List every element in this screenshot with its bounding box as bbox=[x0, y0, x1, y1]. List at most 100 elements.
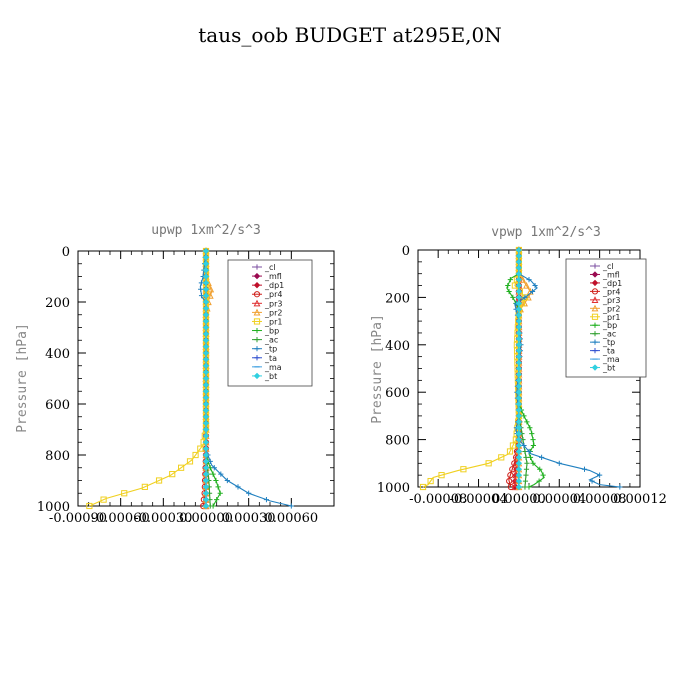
legend-marker bbox=[253, 318, 261, 325]
legend-item: _bp bbox=[252, 327, 279, 336]
y-tick-label: 0 bbox=[62, 245, 70, 260]
data-point bbox=[505, 282, 511, 289]
x-tick-label: 0.00060 bbox=[264, 511, 318, 526]
data-point bbox=[515, 442, 523, 449]
legend-label: _mfl bbox=[264, 272, 282, 281]
legend-item: _ma bbox=[590, 355, 620, 364]
legend-item: _pr4 bbox=[252, 290, 282, 299]
data-point bbox=[522, 294, 528, 300]
data-point bbox=[530, 437, 536, 443]
data-point bbox=[515, 335, 523, 343]
data-point bbox=[86, 502, 93, 510]
plot-area: -0.00090-0.00060-0.000300.000000.000300.… bbox=[37, 245, 335, 526]
data-point bbox=[523, 454, 529, 460]
legend-item: _tp bbox=[590, 338, 615, 347]
data-point bbox=[556, 460, 562, 466]
legend-marker bbox=[253, 272, 261, 280]
data-point bbox=[192, 451, 199, 459]
legend-marker bbox=[591, 304, 599, 312]
legend-label: _dp1 bbox=[264, 281, 284, 290]
legend-marker bbox=[591, 296, 599, 303]
data-point bbox=[527, 454, 534, 460]
x-tick-label: 0.00000 bbox=[179, 511, 233, 526]
data-point bbox=[515, 466, 523, 473]
data-point bbox=[526, 277, 532, 283]
legend-item: _bt bbox=[252, 372, 277, 381]
legend-marker bbox=[592, 339, 598, 345]
legend-label: _pr4 bbox=[602, 287, 620, 296]
data-point bbox=[186, 458, 194, 465]
data-point bbox=[202, 279, 210, 287]
legend-marker bbox=[591, 288, 599, 295]
legend-box bbox=[565, 258, 647, 378]
legend-label: _pr3 bbox=[602, 296, 620, 305]
data-point bbox=[509, 442, 517, 449]
data-point bbox=[515, 246, 523, 254]
series-pr1 bbox=[419, 246, 529, 491]
data-point bbox=[515, 477, 523, 485]
data-point bbox=[515, 406, 523, 414]
series-pr1 bbox=[86, 247, 210, 510]
legend-marker bbox=[253, 372, 261, 380]
legend-label: _pr2 bbox=[264, 308, 282, 317]
data-point bbox=[218, 471, 224, 477]
legend-marker bbox=[253, 281, 261, 289]
data-point bbox=[214, 497, 220, 503]
data-point bbox=[515, 306, 523, 313]
data-point bbox=[202, 458, 210, 465]
legend-item: _cl bbox=[590, 262, 614, 271]
data-point bbox=[215, 484, 221, 490]
data-point bbox=[202, 330, 210, 338]
legend-label: _bp bbox=[602, 321, 617, 330]
data-point bbox=[515, 270, 523, 277]
data-point bbox=[515, 282, 523, 289]
data-point bbox=[202, 368, 210, 376]
y-tick-label: 1000 bbox=[377, 481, 410, 496]
x-tick-label: -0.00004 bbox=[449, 492, 507, 507]
legend: _cl_mfl_dp1_pr4_pr3_pr2_pr1_bp_ac_tp_ta_… bbox=[227, 259, 313, 387]
data-point bbox=[529, 288, 536, 295]
legend-label: _dp1 bbox=[602, 279, 622, 288]
data-point bbox=[515, 471, 523, 479]
data-point bbox=[202, 356, 210, 363]
data-point bbox=[527, 425, 533, 431]
data-point bbox=[210, 471, 216, 477]
legend-marker bbox=[253, 308, 261, 316]
legend-item: _mfl bbox=[590, 270, 620, 279]
data-point bbox=[202, 470, 210, 478]
data-point bbox=[539, 454, 545, 460]
data-point bbox=[515, 258, 523, 266]
data-point bbox=[526, 448, 532, 455]
series-line bbox=[89, 251, 207, 507]
data-point bbox=[515, 460, 523, 467]
data-point bbox=[515, 347, 523, 354]
data-point bbox=[202, 324, 210, 331]
legend-label: _tp bbox=[602, 338, 615, 347]
legend: _cl_mfl_dp1_pr4_pr3_pr2_pr1_bp_ac_tp_ta_… bbox=[565, 258, 647, 378]
data-point bbox=[515, 394, 523, 402]
data-point bbox=[515, 288, 523, 295]
legend-item: _ac bbox=[252, 336, 278, 345]
y-tick-label: 800 bbox=[45, 449, 70, 464]
y-tick-label: 800 bbox=[385, 434, 410, 449]
data-point bbox=[202, 477, 210, 484]
data-point bbox=[515, 430, 523, 437]
data-point bbox=[202, 286, 210, 293]
series-bt bbox=[515, 246, 523, 491]
legend-marker bbox=[254, 355, 260, 361]
data-point bbox=[515, 454, 523, 461]
y-axis-label: Pressure [hPa] bbox=[15, 323, 30, 433]
legend-label: _ma bbox=[264, 363, 282, 372]
legend-label: _ta bbox=[602, 347, 615, 356]
legend-marker bbox=[591, 313, 599, 320]
y-axis-label: Pressure [hPa] bbox=[370, 314, 385, 424]
data-point bbox=[523, 466, 530, 472]
data-point bbox=[515, 264, 523, 271]
legend-marker bbox=[254, 327, 260, 334]
legend-item: _bp bbox=[590, 321, 617, 330]
x-tick-label: 0.00000 bbox=[492, 492, 546, 507]
data-point bbox=[202, 496, 210, 503]
legend-label: _bt bbox=[264, 372, 277, 381]
data-point bbox=[581, 466, 588, 472]
x-tick-label: 0.00004 bbox=[532, 492, 586, 507]
